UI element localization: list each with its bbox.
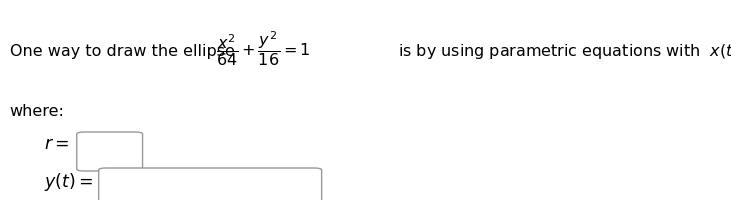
FancyBboxPatch shape [99,168,322,200]
Text: is by using parametric equations with  $x(t) = r\cos(t)$: is by using parametric equations with $x… [398,42,731,61]
Text: $y(t) =$: $y(t) =$ [44,171,93,193]
Text: where:: where: [10,104,64,119]
Text: $r =$: $r =$ [44,135,69,153]
FancyBboxPatch shape [77,132,143,171]
Text: $\dfrac{x^2}{64} + \dfrac{y^2}{16} = 1$: $\dfrac{x^2}{64} + \dfrac{y^2}{16} = 1$ [216,29,311,68]
Text: One way to draw the ellipse: One way to draw the ellipse [10,44,235,59]
